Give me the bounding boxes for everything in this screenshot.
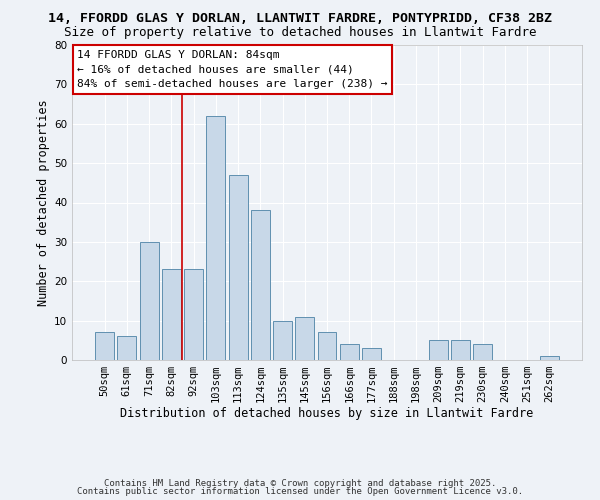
- Bar: [362, 348, 381, 360]
- Bar: [229, 175, 248, 360]
- Bar: [340, 344, 359, 360]
- Bar: [184, 270, 203, 360]
- X-axis label: Distribution of detached houses by size in Llantwit Fardre: Distribution of detached houses by size …: [121, 406, 533, 420]
- Bar: [95, 332, 114, 360]
- Bar: [162, 270, 181, 360]
- Bar: [140, 242, 158, 360]
- Bar: [540, 356, 559, 360]
- Bar: [473, 344, 492, 360]
- Y-axis label: Number of detached properties: Number of detached properties: [37, 99, 50, 306]
- Bar: [118, 336, 136, 360]
- Text: Size of property relative to detached houses in Llantwit Fardre: Size of property relative to detached ho…: [64, 26, 536, 39]
- Bar: [451, 340, 470, 360]
- Bar: [251, 210, 270, 360]
- Bar: [295, 316, 314, 360]
- Text: Contains HM Land Registry data © Crown copyright and database right 2025.: Contains HM Land Registry data © Crown c…: [104, 478, 496, 488]
- Bar: [429, 340, 448, 360]
- Text: 14 FFORDD GLAS Y DORLAN: 84sqm
← 16% of detached houses are smaller (44)
84% of : 14 FFORDD GLAS Y DORLAN: 84sqm ← 16% of …: [77, 50, 388, 90]
- Text: 14, FFORDD GLAS Y DORLAN, LLANTWIT FARDRE, PONTYPRIDD, CF38 2BZ: 14, FFORDD GLAS Y DORLAN, LLANTWIT FARDR…: [48, 12, 552, 26]
- Bar: [317, 332, 337, 360]
- Text: Contains public sector information licensed under the Open Government Licence v3: Contains public sector information licen…: [77, 487, 523, 496]
- Bar: [273, 320, 292, 360]
- Bar: [206, 116, 225, 360]
